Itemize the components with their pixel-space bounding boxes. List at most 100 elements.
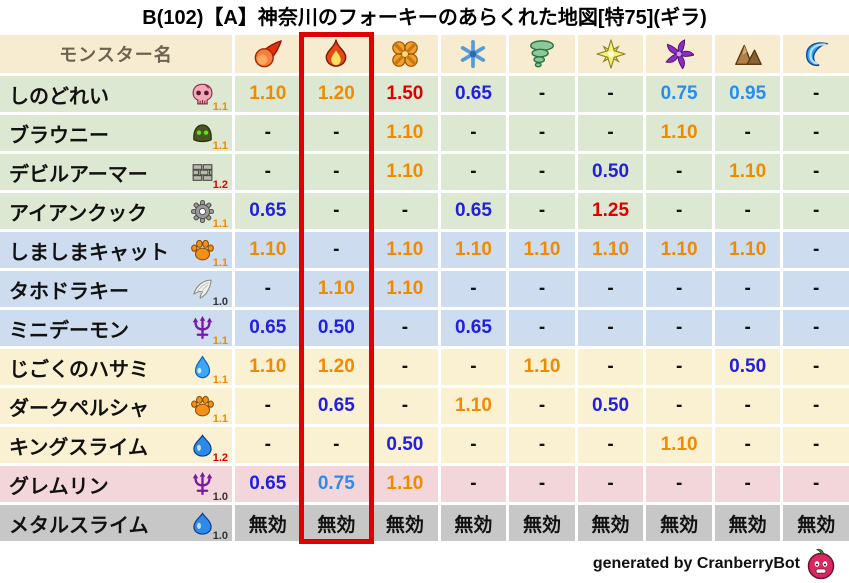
credit-text: generated by CranberryBot [592,555,800,572]
trident-icon: 1.0 [190,471,228,502]
resistance-value: 1.20 [303,76,370,112]
element-header-tornado-icon [509,35,575,73]
resistance-value: 1.10 [303,271,370,307]
monster-name-cell: しましまキャット 1.1 [0,232,232,268]
wing-icon: 1.0 [190,277,228,307]
resistance-value: - [646,154,712,190]
multiplier-badge: 1.0 [212,295,228,308]
monster-name-cell: アイアンクック 1.1 [0,193,232,229]
resistance-value: 1.10 [509,232,575,268]
resistance-value: 無効 [783,505,849,541]
resistance-value: - [577,349,644,385]
resistance-value: 0.75 [303,466,370,502]
resistance-value: 1.10 [440,388,507,424]
element-header-wave-icon [783,35,849,73]
resistance-value: - [783,154,849,190]
monster-name: グレムリン [9,475,109,498]
monster-name-cell: ミニデーモン 1.1 [0,310,232,346]
resistance-value: - [440,271,507,307]
resistance-value: - [509,271,575,307]
resistance-value: - [440,466,507,502]
resistance-value: 1.10 [372,232,438,268]
resistance-table: モンスター名 しのどれい 1.1 1.10 1.20 1.50 0.65- -0.75 0.95… [0,35,849,541]
monster-name-cell: メタルスライム 1.0 [0,505,232,541]
monster-name-cell: タホドラキー 1.0 [0,271,232,307]
monster-name: じごくのハサミ [9,358,149,381]
resistance-value: - [440,115,507,151]
resistance-value: - [783,193,849,229]
monster-name-cell: デビルアーマー 1.2 [0,154,232,190]
resistance-value: - [440,349,507,385]
resistance-value: 0.50 [577,388,644,424]
resistance-value: 1.10 [235,76,301,112]
resistance-value: 1.10 [714,232,781,268]
resistance-value: - [646,349,712,385]
footer: generated by CranberryBot [0,541,849,580]
resistance-value: 1.10 [372,466,438,502]
resistance-value: 無効 [372,505,438,541]
resistance-value: - [646,193,712,229]
resistance-value: - [646,310,712,346]
resistance-value: 0.50 [303,310,370,346]
resistance-value: - [714,271,781,307]
multiplier-badge: 1.1 [212,412,228,425]
resistance-value: - [714,115,781,151]
resistance-value: 1.10 [372,154,438,190]
resistance-value: 1.10 [646,115,712,151]
helmet-icon: 1.1 [190,121,228,151]
resistance-value: - [783,271,849,307]
resistance-value: 0.65 [235,466,301,502]
monster-name-cell: じごくのハサミ 1.1 [0,349,232,385]
resistance-value: 1.50 [372,76,438,112]
resistance-value: - [509,115,575,151]
monster-name: しましまキャット [9,241,169,264]
monster-name: デビルアーマー [9,163,148,186]
resistance-value: - [509,388,575,424]
resistance-value: 1.10 [577,232,644,268]
gear-icon: 1.1 [190,199,228,229]
monster-name: アイアンクック [9,202,148,225]
monster-name: ミニデーモン [9,319,129,342]
resistance-value: 0.65 [440,76,507,112]
resistance-value: 0.50 [714,349,781,385]
multiplier-badge: 1.2 [212,451,228,464]
slime-icon: 1.0 [190,511,228,541]
resistance-value: - [303,232,370,268]
multiplier-badge: 1.1 [212,256,228,269]
resistance-value: - [509,76,575,112]
resistance-value: - [509,310,575,346]
element-header-explosion-icon [372,35,438,73]
cranberry-slime-icon [805,548,837,580]
resistance-value: 0.75 [646,76,712,112]
resistance-table-wrap: モンスター名 しのどれい 1.1 1.10 1.20 1.50 0.65- -0.75 0.95… [0,32,849,544]
resistance-value: - [783,466,849,502]
resistance-value: - [235,271,301,307]
starburst-icon [595,39,626,69]
resistance-value: 0.65 [235,310,301,346]
monster-name-header: モンスター名 [0,35,232,73]
skull-icon: 1.1 [190,82,228,112]
resistance-value: - [577,466,644,502]
resistance-value: - [577,427,644,463]
resistance-value: 無効 [714,505,781,541]
element-header-pinwheel-icon [646,35,712,73]
resistance-value: - [783,115,849,151]
resistance-value: - [577,76,644,112]
resistance-value: 1.10 [440,232,507,268]
resistance-value: - [303,154,370,190]
monster-name-cell: キングスライム 1.2 [0,427,232,463]
resistance-value: 0.65 [440,193,507,229]
resistance-value: - [714,466,781,502]
brick-wall-icon: 1.2 [190,160,228,190]
resistance-value: - [646,388,712,424]
trident-icon: 1.1 [190,315,228,346]
element-header-fireball-icon [235,35,301,73]
resistance-value: - [783,427,849,463]
resistance-value: 0.50 [577,154,644,190]
monster-name-cell: ダークペルシャ 1.1 [0,388,232,424]
resistance-value: 1.10 [509,349,575,385]
monster-name: しのどれい [9,85,109,108]
tornado-icon [527,39,557,69]
resistance-value: 1.10 [646,427,712,463]
resistance-value: - [372,193,438,229]
